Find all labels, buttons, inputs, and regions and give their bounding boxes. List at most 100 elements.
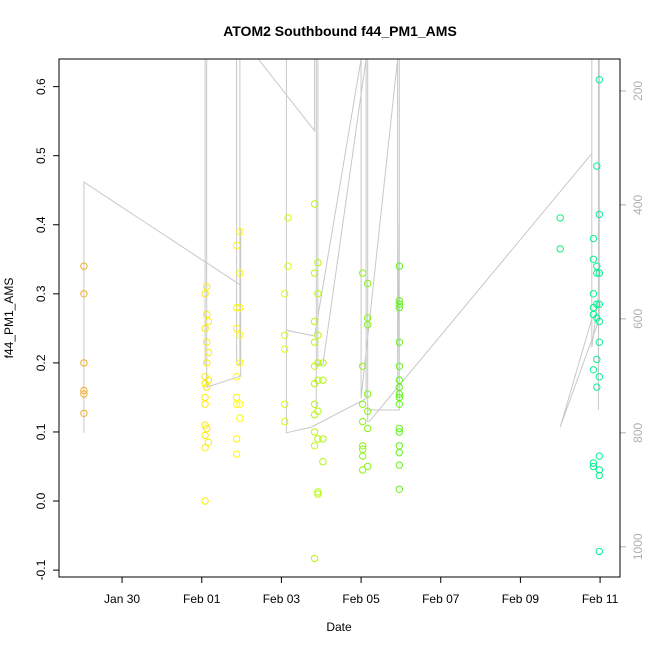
data-point (359, 269, 367, 277)
data-point (395, 424, 403, 433)
x-tick-label: Feb 09 (502, 592, 540, 606)
data-point (201, 324, 209, 333)
data-point (364, 321, 372, 329)
data-point (589, 234, 598, 243)
data-point (595, 452, 603, 460)
data-point (395, 442, 403, 450)
data-point (203, 338, 211, 346)
data-point (319, 376, 327, 384)
data-point (395, 297, 403, 305)
data-point (310, 269, 319, 277)
data-point (236, 414, 244, 422)
data-point (319, 435, 327, 443)
data-point (595, 373, 603, 381)
data-point (395, 262, 403, 270)
data-point (232, 303, 241, 312)
x-tick-label: Feb 07 (422, 592, 460, 606)
data-point (595, 471, 603, 480)
data-point (364, 314, 372, 322)
data-point (364, 407, 372, 415)
data-point (595, 300, 603, 308)
data-point (281, 290, 289, 298)
data-point (232, 450, 241, 458)
data-point (201, 400, 209, 408)
data-point (589, 255, 598, 263)
data-point (364, 424, 372, 433)
right-y-tick-label: 200 (631, 81, 645, 101)
data-point (395, 461, 403, 469)
data-point (395, 383, 403, 391)
data-point (204, 317, 213, 326)
data-point (395, 362, 403, 370)
right-y-tick-label: 600 (631, 309, 645, 329)
data-point (236, 303, 244, 312)
data-point (281, 331, 289, 339)
data-point (232, 324, 241, 333)
data-point (593, 300, 601, 308)
data-point (593, 383, 601, 391)
data-point (201, 431, 209, 440)
data-point (284, 262, 292, 270)
data-point (232, 435, 241, 443)
data-point (80, 262, 88, 270)
data-point (310, 338, 319, 346)
data-point (364, 462, 372, 471)
data-point (236, 400, 244, 408)
data-point (281, 417, 289, 426)
y-tick-label: -0.1 (34, 559, 48, 580)
y-axis-label: f44_PM1_AMS (2, 278, 16, 359)
data-point (593, 262, 601, 270)
data-point (314, 488, 322, 496)
data-point (359, 445, 367, 453)
data-point (80, 409, 88, 417)
data-point (593, 355, 601, 364)
data-point (232, 393, 241, 402)
data-point (314, 331, 322, 339)
data-point (595, 210, 603, 219)
data-point (359, 452, 367, 460)
data-point (236, 228, 244, 236)
data-point (556, 245, 564, 253)
data-point (80, 290, 88, 298)
data-point (589, 290, 598, 298)
chart-title: ATOM2 Southbound f44_PM1_AMS (223, 23, 457, 39)
data-point (395, 300, 403, 308)
data-point (589, 459, 598, 467)
x-tick-label: Feb 01 (183, 592, 221, 606)
y-tick-label: 0.4 (34, 216, 48, 233)
data-point (203, 424, 211, 433)
right-y-tick-label: 1000 (631, 533, 645, 560)
data-point (395, 400, 403, 408)
data-point (589, 462, 598, 471)
y-tick-label: 0.1 (34, 423, 48, 440)
data-point (310, 317, 319, 326)
plot-frame (58, 58, 621, 578)
data-point (595, 547, 603, 556)
data-point (314, 359, 322, 367)
data-point (359, 400, 367, 408)
data-point (589, 366, 598, 374)
x-tick-label: Feb 05 (342, 592, 380, 606)
line-series-path (83, 58, 600, 434)
data-point (201, 393, 209, 402)
right-axis-line-series (83, 58, 600, 434)
data-point (395, 428, 403, 436)
data-point (80, 390, 88, 398)
data-point (395, 393, 403, 402)
data-point (236, 269, 244, 277)
data-point (319, 359, 327, 367)
data-point (201, 421, 209, 429)
data-point (310, 200, 319, 208)
data-point (203, 383, 211, 391)
data-point (203, 310, 211, 319)
data-point (359, 442, 367, 450)
data-point (204, 348, 213, 357)
x-tick-label: Jan 30 (104, 592, 140, 606)
data-point (201, 497, 209, 505)
data-point (204, 376, 213, 384)
data-point (201, 444, 209, 452)
data-point (395, 485, 403, 493)
data-point (364, 279, 372, 288)
data-point (395, 338, 403, 346)
